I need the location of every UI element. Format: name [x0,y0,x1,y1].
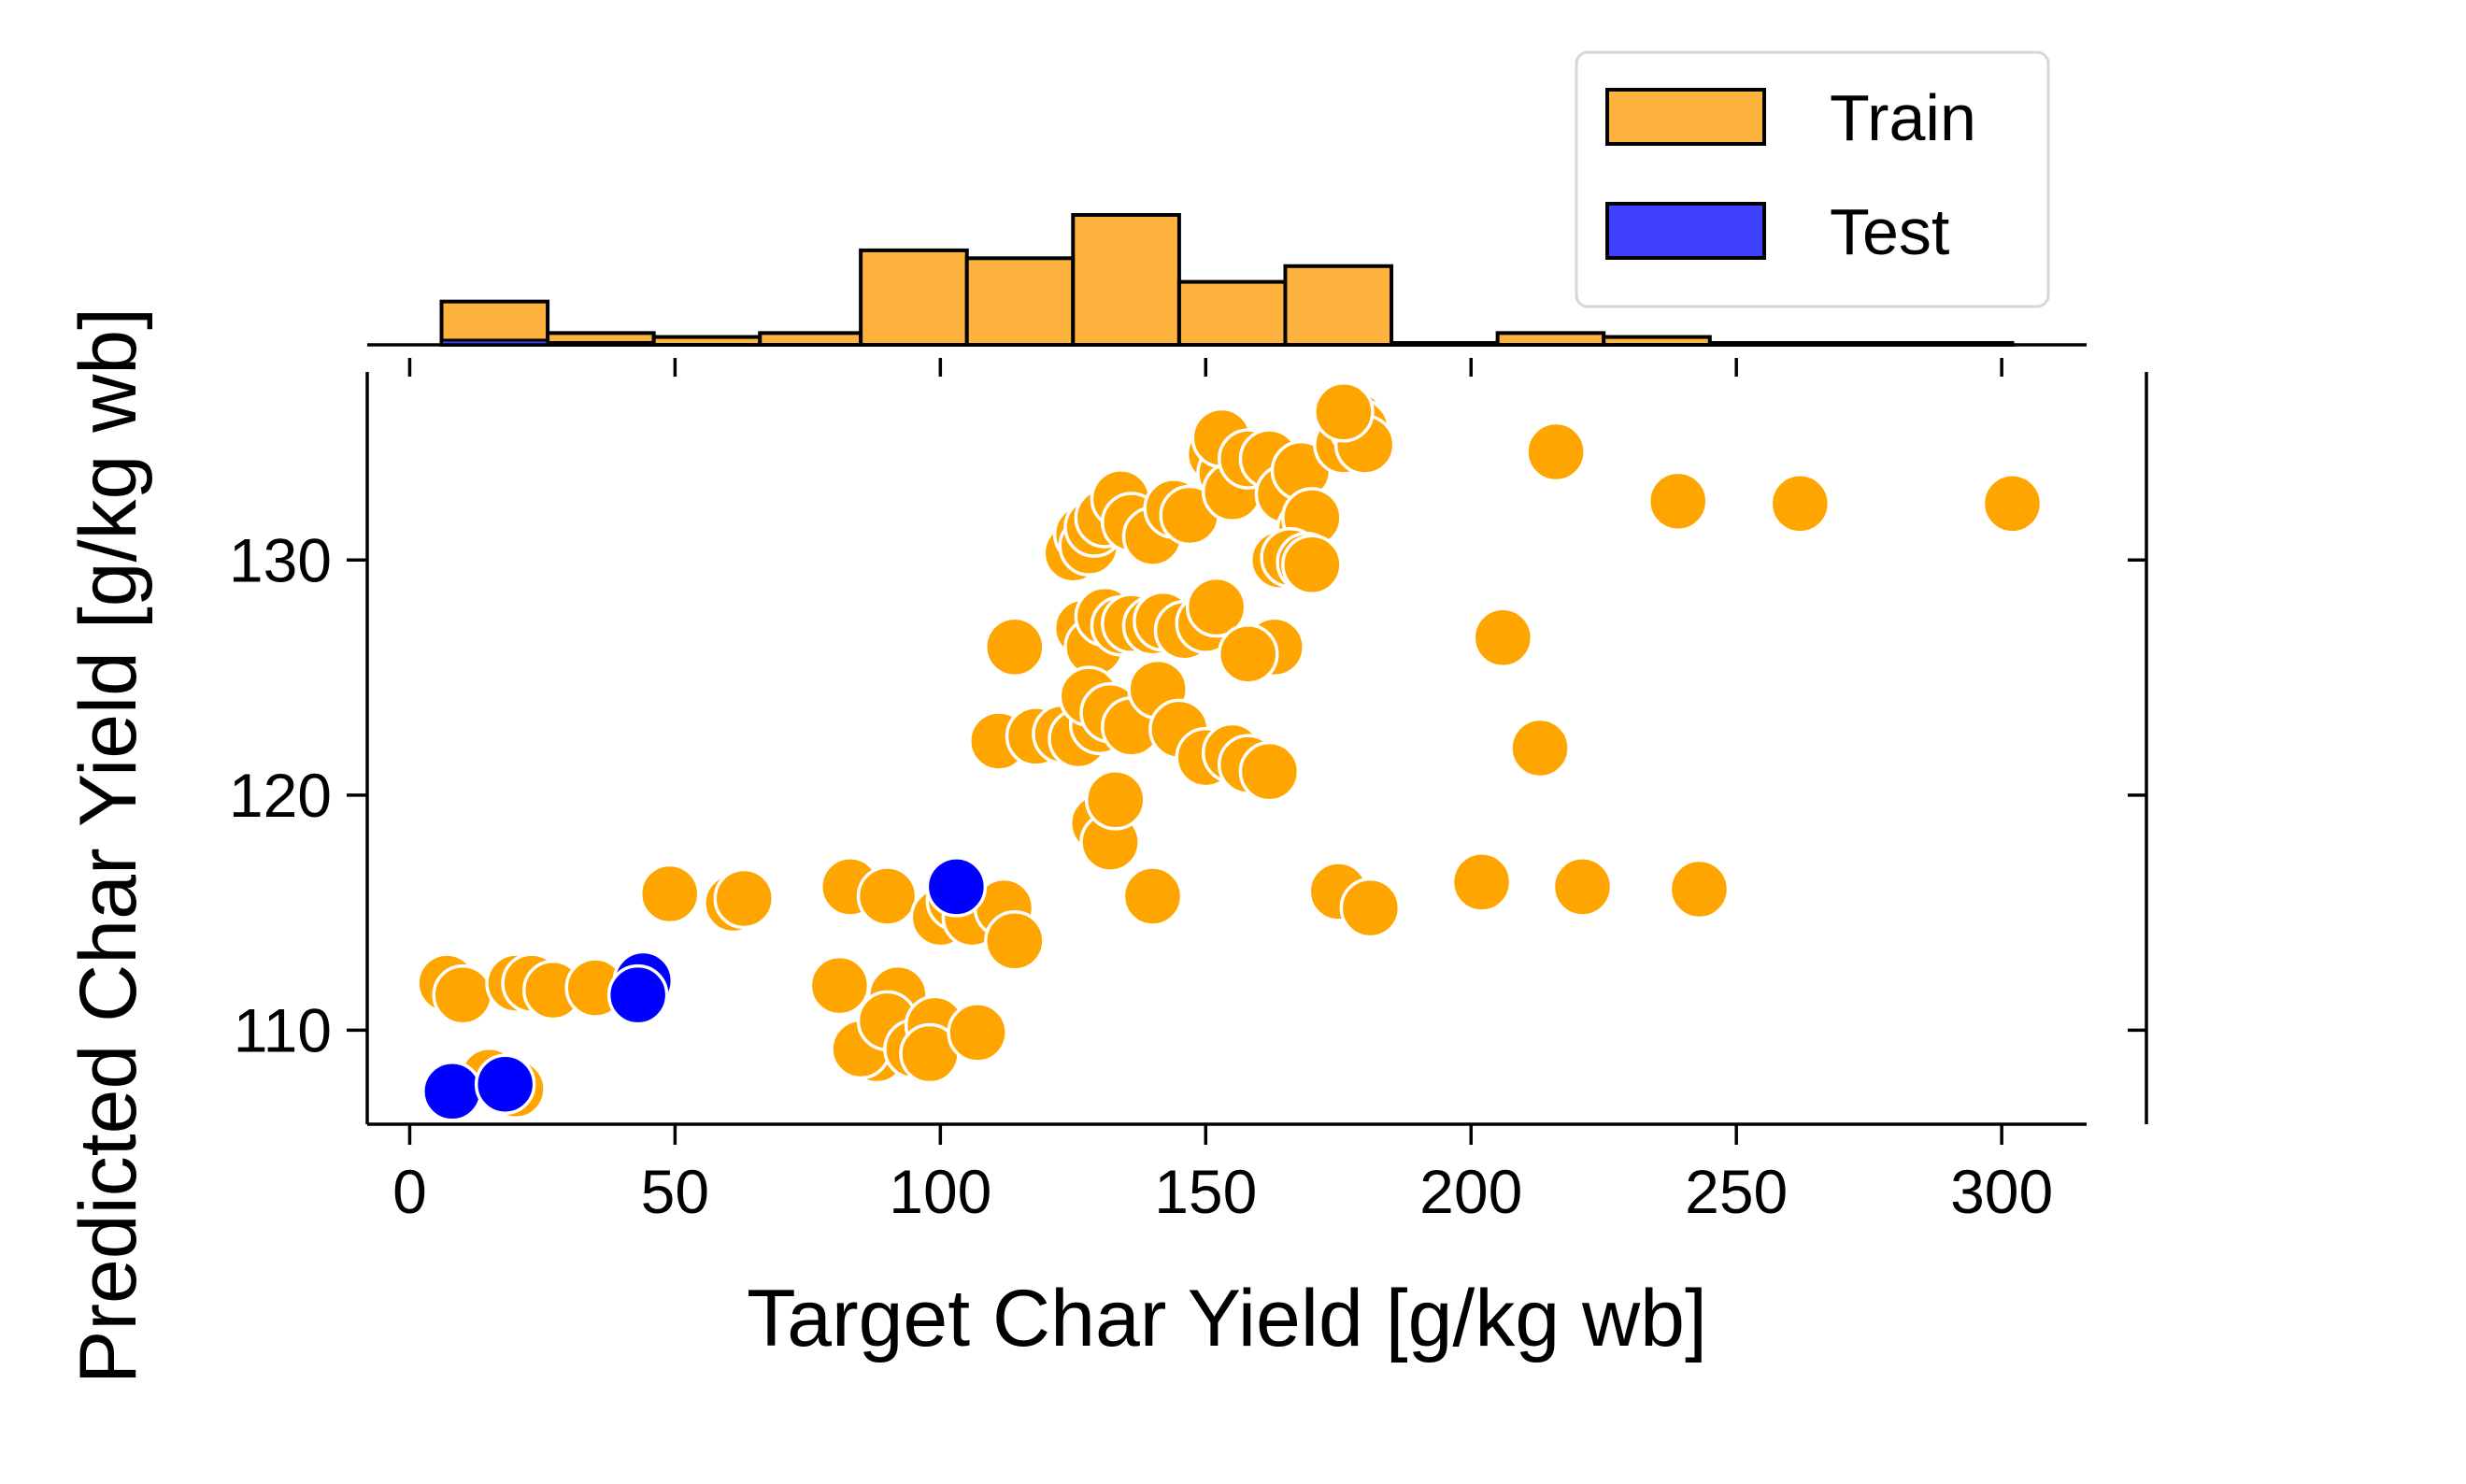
point-train [1668,858,1731,920]
point-train [1238,740,1301,803]
point-test [474,1053,536,1115]
legend: Train Test [1575,50,2050,308]
point-train [856,865,919,927]
point-train [1981,473,2044,535]
legend-label-test: Test [1830,195,1949,268]
point-train [1509,717,1571,779]
legend-swatch-train [1605,88,1766,146]
point-train [1525,421,1587,483]
x-axis-label: Target Char Yield [g/kg wb] [747,1274,1707,1363]
x-tick-label: 150 [1154,1157,1257,1226]
x-axis-ticks: 0 50 100 150 200 250 300 [392,358,2053,1226]
point-train [713,867,775,930]
y-tick-label: 130 [229,525,332,594]
hist-bar-train [859,248,969,347]
point-train [947,1002,1008,1063]
right-margin-ticks [2128,558,2146,1033]
scatter-points [416,381,2044,1122]
legend-label-train: Train [1830,81,1976,154]
point-train [432,963,493,1026]
hist-bar-train [1283,264,1394,347]
point-train [984,910,1046,972]
point-train [1084,769,1147,831]
point-train [984,616,1046,678]
x-tick-label: 250 [1685,1157,1788,1226]
y-tick-label: 120 [229,761,332,830]
marginal-histogram [367,213,2087,348]
point-train [1313,381,1375,443]
x-tick-label: 50 [641,1157,709,1226]
y-tick-label: 110 [234,995,332,1064]
point-train [1472,606,1534,669]
x-tick-label: 300 [1950,1157,2053,1226]
point-train [1551,856,1614,918]
point-train [1450,851,1513,913]
point-train [1217,623,1279,685]
point-test [606,963,669,1026]
x-tick-label: 200 [1419,1157,1522,1226]
point-train [1185,576,1247,638]
y-axis-label: Predicted Char Yield [g/kg wb] [64,307,153,1384]
point-train [1281,534,1343,596]
point-train [1646,470,1709,533]
point-train [1339,877,1402,939]
hist-bar-train [758,331,863,348]
point-test [925,856,988,918]
point-train [1121,865,1184,927]
scatter-axes: 0 50 100 150 200 250 300 110 120 130 [229,358,2148,1226]
point-test [421,1061,483,1122]
legend-swatch-test [1605,202,1766,260]
hist-bar-train [1176,279,1288,347]
point-train [1769,473,1832,535]
hist-bar-train [1495,331,1606,348]
point-train [638,863,701,925]
y-axis-ticks: 110 120 130 [229,525,367,1064]
x-tick-label: 0 [392,1157,427,1226]
x-tick-label: 100 [889,1157,991,1226]
hist-bar-train [964,256,1076,348]
hist-bar-train [439,299,550,347]
point-train [808,954,871,1017]
hist-bar-train [1071,213,1181,347]
